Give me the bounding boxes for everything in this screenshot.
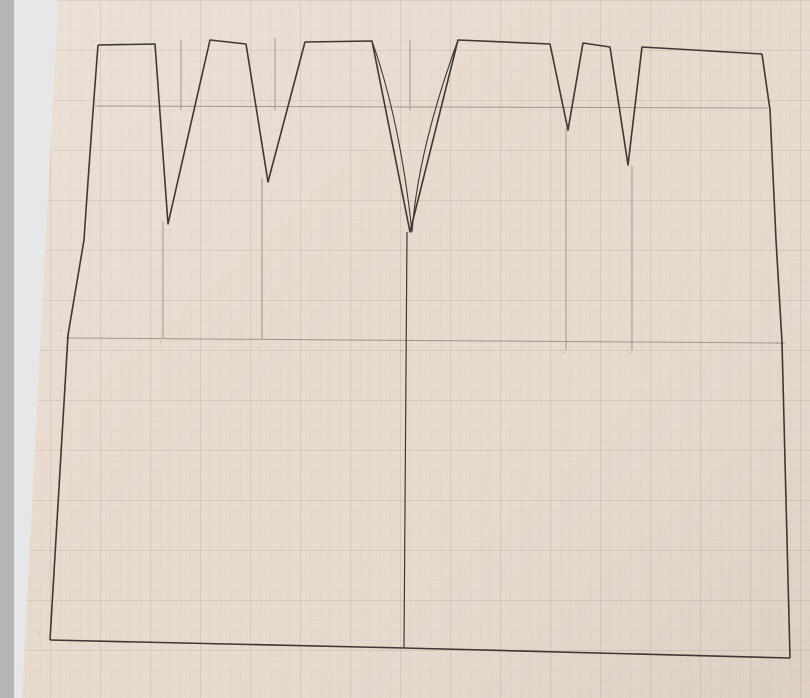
svg-text:·: · [38,630,40,638]
point-markers: · · · · · · · · · [38,38,778,638]
svg-text:·: · [563,349,565,357]
svg-text:·: · [258,344,260,352]
left-side-seam [49,44,99,641]
svg-text:·: · [400,347,402,355]
construction-lines [65,38,786,350]
skirt-pattern-outline [49,39,791,659]
hip-line [65,337,786,344]
right-side-seam [761,53,791,659]
svg-text:·: · [60,327,62,335]
svg-text:·: · [629,349,631,357]
waistline-with-darts [97,39,763,233]
svg-text:·: · [160,338,162,346]
hip-guide-line [94,105,769,109]
graph-paper-sheet [22,0,810,698]
svg-text:·: · [92,38,94,46]
center-line [403,231,408,649]
hem-line [49,639,791,659]
svg-text:·: · [776,340,778,348]
